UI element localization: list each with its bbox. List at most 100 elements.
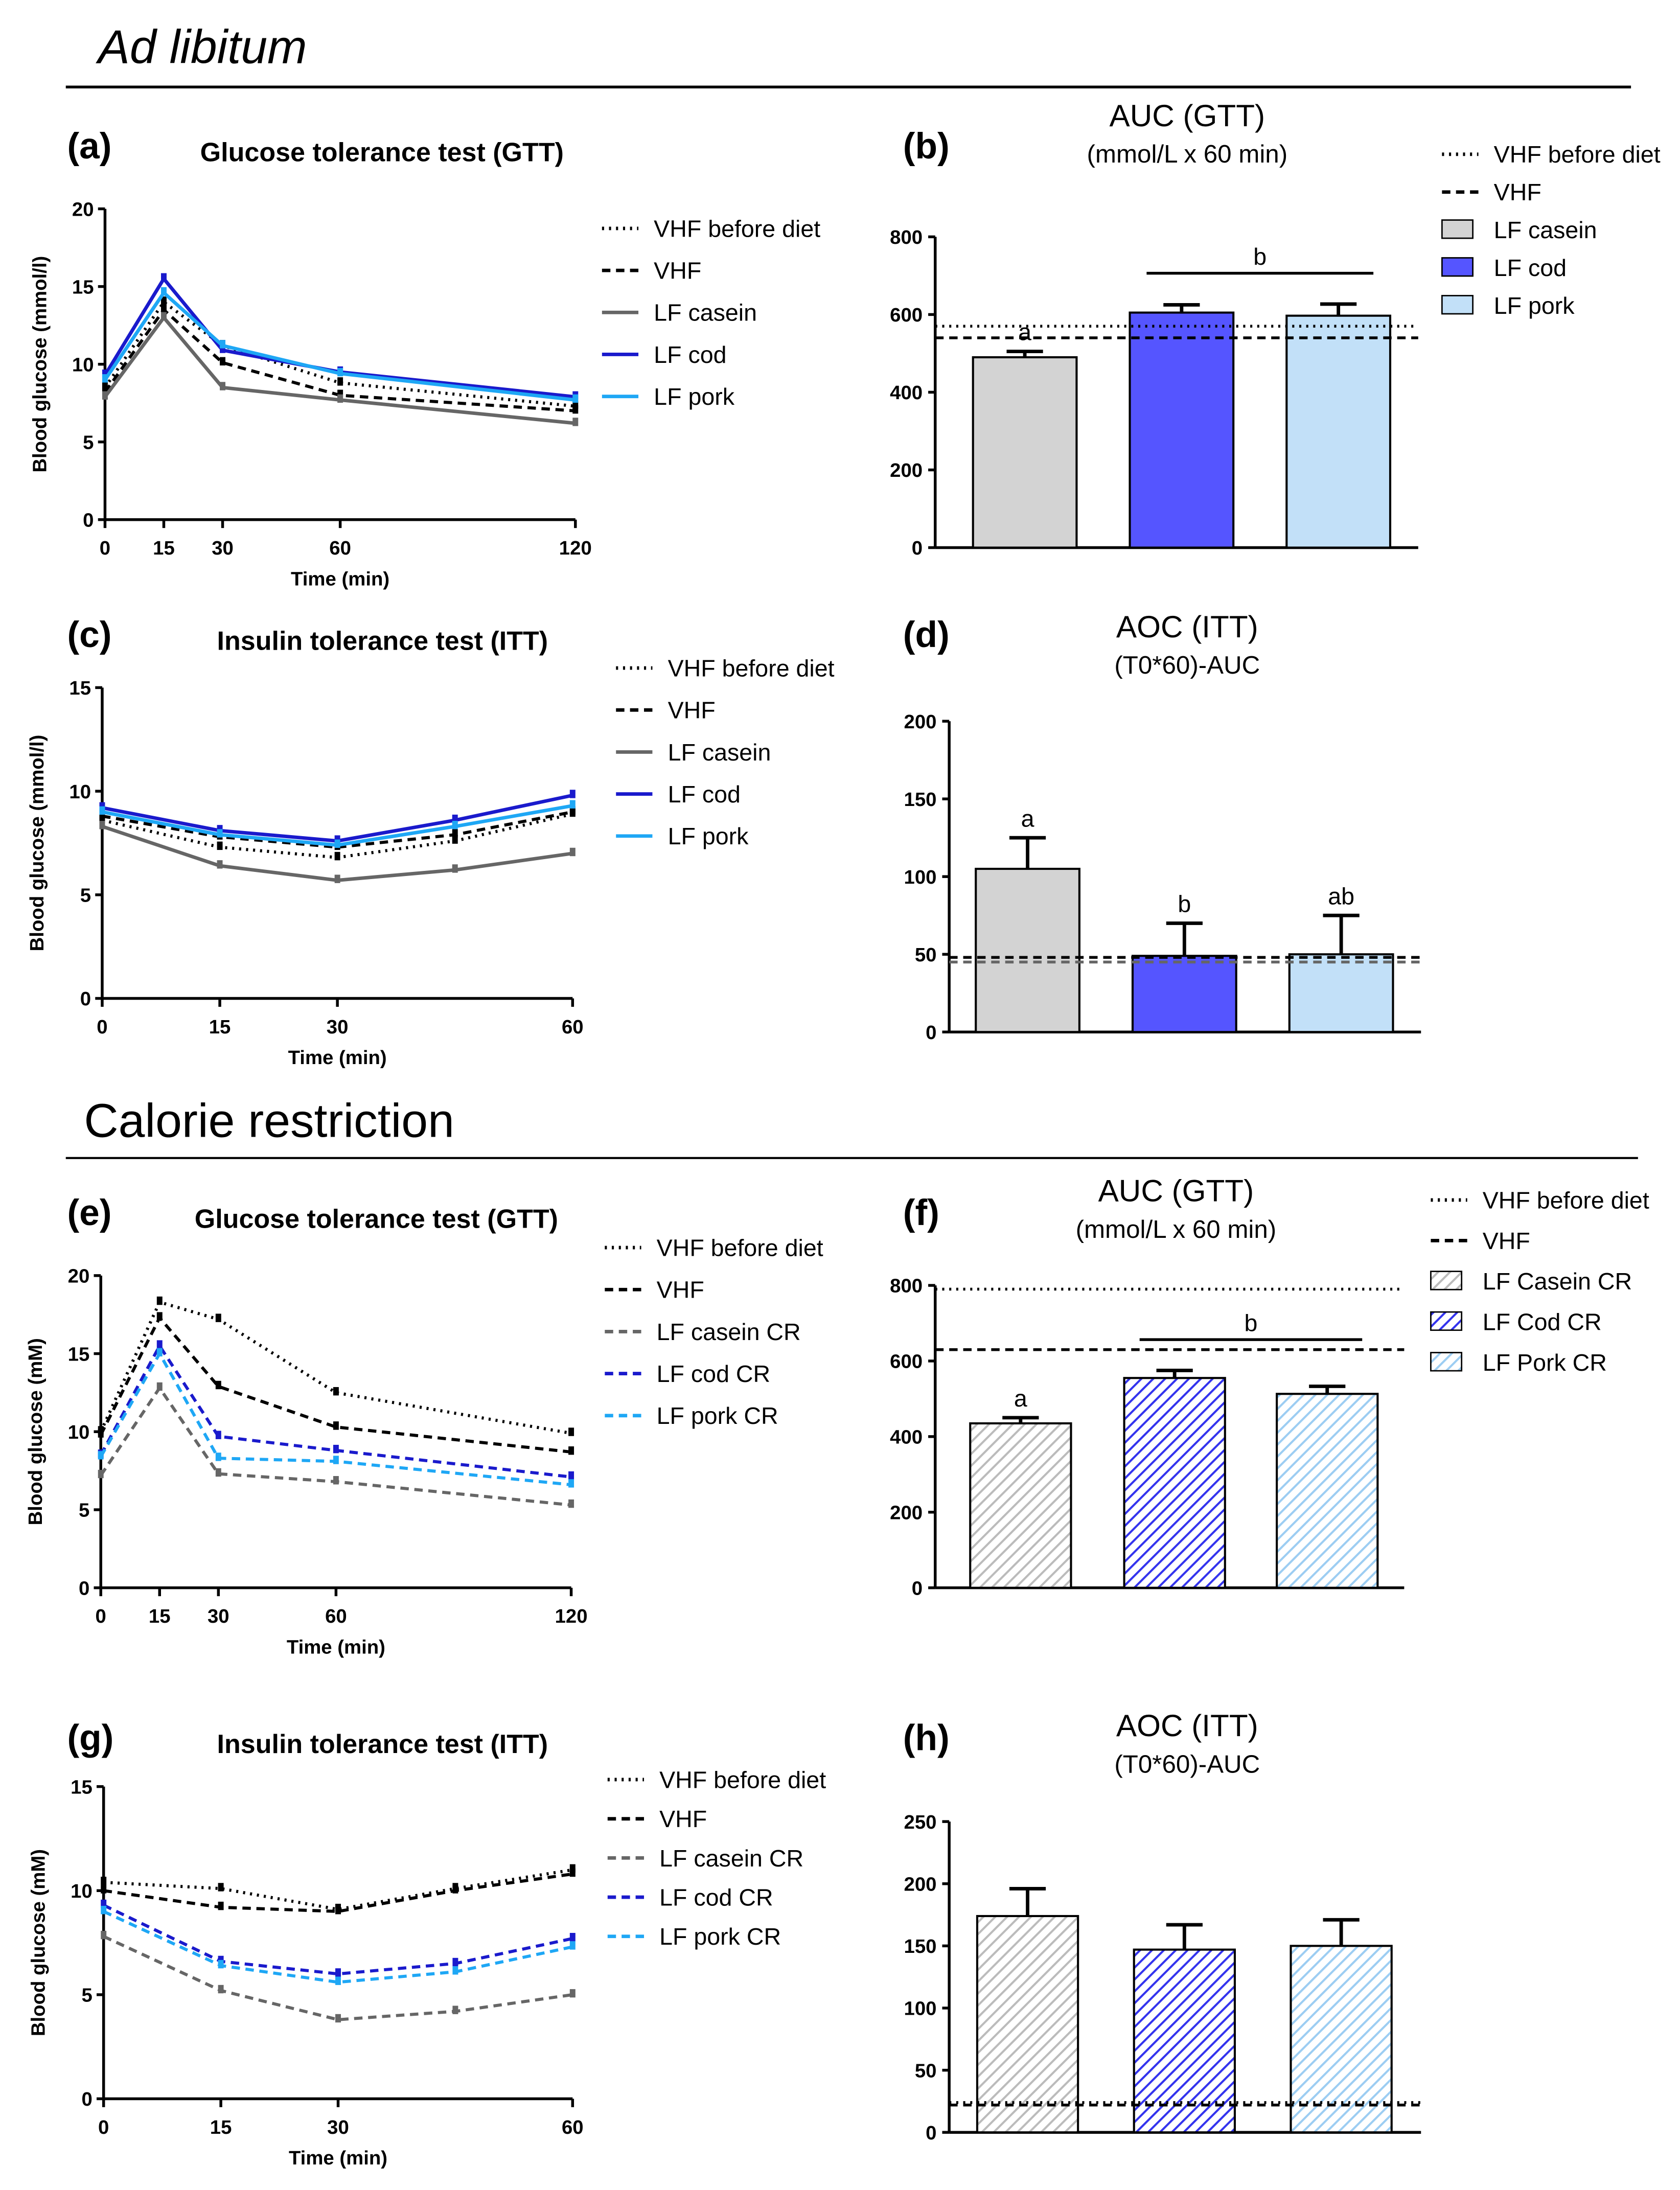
- y-tick-label: 0: [926, 2122, 936, 2144]
- panel-h: (h) AOC (ITT) (T0*60)-AUC 0 50 100 150 200 250: [903, 1708, 1421, 2144]
- data-point: [217, 829, 223, 838]
- y-tick-label: 400: [890, 1426, 923, 1448]
- data-point: [220, 382, 226, 390]
- x-tick-label: 120: [555, 1605, 588, 1627]
- chart-title: AOC (ITT): [1116, 609, 1258, 644]
- x-tick-label: 30: [327, 1016, 349, 1038]
- data-point: [161, 304, 167, 313]
- data-point: [569, 1989, 576, 1998]
- data-point: [335, 2014, 341, 2023]
- bar-2: [1276, 1393, 1379, 1589]
- legend-label: LF casein: [668, 739, 771, 766]
- y-tick-label: 600: [890, 1351, 923, 1373]
- panel-label: (c): [67, 615, 111, 655]
- y-tick-label: 0: [926, 1022, 936, 1044]
- data-point: [568, 1499, 574, 1508]
- panel-a: (a) Glucose tolerance test (GTT) 0 5 10 15 20 0…: [29, 126, 820, 590]
- x-tick-label: 60: [562, 1016, 584, 1038]
- panel-label: (e): [67, 1193, 111, 1233]
- data-point: [337, 367, 343, 377]
- x-tick-label: 60: [562, 2116, 584, 2138]
- bar-0: [976, 1915, 1079, 2134]
- x-tick-label: 15: [149, 1605, 171, 1627]
- data-point: [335, 1976, 341, 1985]
- data-point: [156, 1296, 163, 1305]
- chart-title: Glucose tolerance test (GTT): [200, 137, 564, 167]
- data-point: [161, 287, 167, 296]
- panel-g: (g) Insulin tolerance test (ITT) 0 5 10 15 0 15…: [28, 1718, 826, 2169]
- chart-title: Glucose tolerance test (GTT): [195, 1205, 558, 1234]
- data-point: [161, 296, 167, 305]
- legend-label: LF pork: [668, 823, 749, 849]
- y-tick-label: 5: [81, 1985, 92, 2007]
- data-point: [569, 790, 576, 798]
- data-point: [218, 1985, 224, 1994]
- legend-label: VHF before diet: [1483, 1187, 1649, 1213]
- data-point: [572, 405, 579, 414]
- data-point: [99, 821, 105, 829]
- y-tick-label: 0: [912, 1577, 923, 1599]
- y-tick-label: 200: [890, 459, 923, 481]
- x-tick-label: 0: [96, 1605, 106, 1627]
- chart-subtitle: (mmol/L x 60 min): [1076, 1215, 1277, 1243]
- data-point: [572, 418, 579, 426]
- panel-label: (g): [67, 1718, 113, 1758]
- legend-label: LF casein CR: [659, 1845, 803, 1872]
- data-point: [335, 1906, 341, 1915]
- significance-letter: ab: [1328, 883, 1354, 909]
- data-point: [102, 386, 108, 395]
- legend-label: VHF: [1483, 1228, 1530, 1254]
- y-tick-label: 200: [904, 711, 937, 733]
- data-point: [102, 382, 108, 390]
- x-tick-label: 120: [559, 537, 592, 559]
- y-tick-label: 0: [80, 988, 91, 1010]
- y-tick-label: 15: [72, 276, 94, 298]
- legend-label: VHF: [657, 1277, 704, 1303]
- y-tick-label: 5: [80, 884, 91, 906]
- data-point: [568, 1471, 574, 1480]
- data-point: [334, 874, 340, 883]
- data-point: [98, 1469, 104, 1479]
- data-point: [220, 344, 226, 353]
- data-point: [220, 357, 226, 366]
- legend-label: LF cod: [1494, 255, 1567, 281]
- data-point: [215, 1468, 221, 1477]
- significance-letter: b: [1245, 1310, 1258, 1336]
- y-tick-label: 150: [904, 1935, 937, 1957]
- data-point: [217, 841, 223, 850]
- panel-label: (a): [67, 126, 111, 167]
- data-point: [156, 1382, 163, 1391]
- data-point: [333, 1456, 339, 1464]
- x-axis-label: Time (min): [291, 568, 389, 590]
- series-line-1: [103, 307, 576, 412]
- x-tick-label: 30: [212, 537, 234, 559]
- data-point: [333, 1421, 339, 1430]
- x-tick-label: 0: [98, 2116, 109, 2138]
- legend-label: LF Pork CR: [1483, 1349, 1607, 1376]
- chart-subtitle: (T0*60)-AUC: [1114, 1750, 1260, 1778]
- series-line-1: [103, 1872, 573, 1914]
- legend-label: VHF: [654, 258, 701, 284]
- chart-title: AUC (GTT): [1110, 98, 1265, 133]
- y-tick-label: 10: [69, 781, 91, 803]
- y-tick-label: 0: [83, 509, 94, 531]
- y-tick-label: 20: [68, 1265, 90, 1287]
- data-point: [101, 1885, 107, 1894]
- y-axis-label: Blood glucose (mM): [28, 1849, 50, 2036]
- y-tick-label: 200: [904, 1873, 937, 1895]
- bar-2: [1285, 314, 1392, 549]
- bar-0: [969, 1422, 1072, 1589]
- legend-label: LF pork CR: [657, 1402, 778, 1429]
- legend-label: VHF before diet: [657, 1235, 823, 1261]
- y-tick-label: 400: [890, 382, 923, 404]
- significance-letter: b: [1253, 243, 1267, 270]
- data-point: [220, 340, 226, 349]
- data-point: [568, 1446, 574, 1455]
- legend-label: LF cod CR: [659, 1884, 773, 1910]
- y-tick-label: 150: [904, 789, 937, 811]
- data-point: [569, 1941, 576, 1950]
- legend-label: LF casein: [1494, 217, 1597, 243]
- y-tick-label: 50: [915, 2060, 937, 2082]
